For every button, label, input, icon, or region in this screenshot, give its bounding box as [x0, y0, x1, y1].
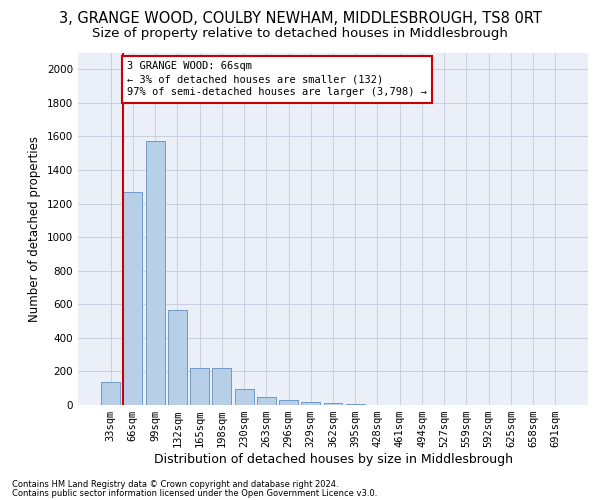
Bar	[323, 404, 343, 405]
Text: Contains HM Land Registry data © Crown copyright and database right 2024.: Contains HM Land Registry data © Crown c…	[12, 480, 338, 489]
Bar	[279, 400, 298, 405]
Bar	[124, 192, 142, 405]
Y-axis label: Number of detached properties: Number of detached properties	[28, 136, 41, 322]
Bar	[257, 396, 276, 405]
Bar	[190, 368, 209, 405]
Bar	[346, 404, 365, 405]
Bar	[301, 402, 320, 405]
Text: Size of property relative to detached houses in Middlesbrough: Size of property relative to detached ho…	[92, 28, 508, 40]
Bar	[146, 140, 164, 405]
Text: 3, GRANGE WOOD, COULBY NEWHAM, MIDDLESBROUGH, TS8 0RT: 3, GRANGE WOOD, COULBY NEWHAM, MIDDLESBR…	[59, 11, 541, 26]
Bar	[101, 382, 120, 405]
Bar	[212, 368, 231, 405]
Text: 3 GRANGE WOOD: 66sqm
← 3% of detached houses are smaller (132)
97% of semi-detac: 3 GRANGE WOOD: 66sqm ← 3% of detached ho…	[127, 61, 427, 98]
Text: Contains public sector information licensed under the Open Government Licence v3: Contains public sector information licen…	[12, 490, 377, 498]
X-axis label: Distribution of detached houses by size in Middlesbrough: Distribution of detached houses by size …	[154, 453, 512, 466]
Bar	[235, 389, 254, 405]
Bar	[168, 310, 187, 405]
